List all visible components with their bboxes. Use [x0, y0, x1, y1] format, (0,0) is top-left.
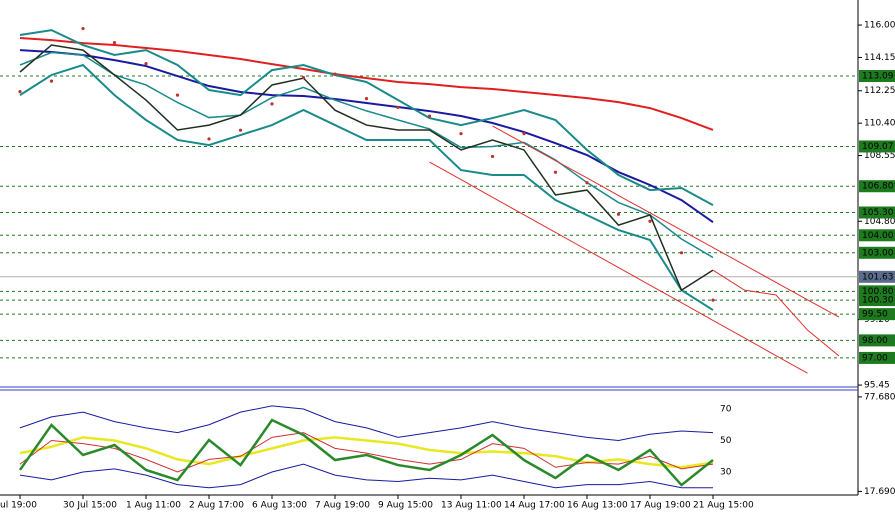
sar-dot	[301, 76, 306, 80]
level-label: 100.30	[862, 296, 894, 306]
sar-dot	[648, 219, 652, 223]
y-tick-label: 116.00	[864, 21, 895, 31]
sar-dot	[364, 97, 369, 101]
sar-dot	[112, 40, 117, 45]
level-label: 113.09	[862, 72, 894, 82]
y-tick-label: 112.25	[864, 86, 895, 96]
level-label: 30	[720, 467, 732, 477]
level-box	[859, 70, 895, 83]
level-label: 104.00	[862, 231, 894, 241]
sar-dot	[18, 90, 22, 94]
level-box	[859, 351, 895, 364]
level-box	[859, 229, 895, 242]
level-box	[859, 140, 895, 153]
sar-dot	[553, 170, 558, 174]
level-box	[859, 246, 895, 259]
x-tick-label: 2 Aug 17:00	[189, 501, 244, 511]
series-line	[18, 418, 714, 487]
sar-dot	[679, 251, 684, 255]
x-tick-label: 1 Aug 11:00	[126, 501, 181, 511]
level-label: 109.07	[862, 142, 894, 152]
current-price-label: 101.63	[862, 272, 894, 282]
level-label: 100.80	[862, 287, 894, 297]
series-line	[712, 269, 840, 357]
sar-dot	[459, 132, 463, 136]
sar-dot	[333, 72, 337, 76]
x-tick-label: ul 19:00	[0, 501, 37, 511]
series-line	[19, 44, 714, 292]
sar-dot	[427, 114, 432, 118]
y-tick-label: 114.15	[864, 53, 895, 63]
series-line	[19, 49, 714, 223]
x-tick-label: 14 Aug 17:00	[504, 501, 565, 511]
sar-dot	[396, 105, 400, 109]
series-line	[492, 125, 840, 318]
x-tick-label: 6 Aug 13:00	[252, 501, 307, 511]
series-line	[19, 51, 714, 259]
sar-dot	[270, 102, 274, 106]
y-tick-label: 17.690	[864, 487, 895, 497]
level-label: 97.00	[862, 353, 888, 363]
y-tick-label: 104.80	[864, 217, 895, 227]
sar-dot	[585, 181, 589, 185]
level-label: 50	[720, 436, 732, 446]
current-price-box	[859, 270, 895, 283]
level-box	[859, 206, 895, 219]
sar-dot	[616, 212, 621, 216]
x-tick-label: 30 Jul 15:00	[63, 501, 117, 511]
x-tick-label: 7 Aug 19:00	[315, 501, 370, 511]
series-line	[19, 436, 714, 469]
sar-dot	[711, 298, 715, 302]
series-line	[429, 161, 808, 374]
level-label: 105.30	[862, 208, 894, 218]
sar-dot	[238, 128, 243, 132]
y-tick-label: 110.40	[864, 119, 895, 129]
series-line	[19, 29, 714, 207]
y-tick-label: 108.55	[864, 151, 895, 161]
level-label: 99.50	[862, 310, 888, 320]
sar-dot	[522, 132, 526, 136]
level-label: 106.80	[862, 182, 894, 192]
level-label: 70	[720, 405, 732, 415]
sar-dot	[144, 61, 148, 66]
series-line	[19, 37, 714, 131]
sar-dot	[175, 93, 180, 97]
series-line	[19, 405, 714, 442]
x-tick-label: 17 Aug 19:00	[630, 501, 691, 511]
sar-dot	[207, 137, 211, 141]
x-tick-label: 13 Aug 11:00	[441, 501, 502, 511]
level-label: 98.00	[862, 336, 888, 346]
x-tick-label: 16 Aug 13:00	[567, 501, 628, 511]
sar-dot	[81, 26, 85, 31]
sar-dot	[490, 154, 495, 159]
x-tick-label: 9 Aug 15:00	[378, 501, 433, 511]
x-tick-label: 21 Aug 15:00	[693, 501, 754, 511]
level-label: 103.00	[862, 248, 894, 258]
series-line	[19, 63, 714, 311]
series-line	[19, 463, 713, 489]
level-box	[859, 294, 895, 307]
series-line	[19, 432, 714, 473]
y-tick-label: 77.680	[864, 392, 895, 402]
level-box	[859, 308, 895, 321]
level-box	[859, 180, 895, 193]
level-box	[859, 334, 895, 347]
sar-dot	[49, 79, 54, 83]
y-tick-label: 95.45	[864, 381, 890, 391]
